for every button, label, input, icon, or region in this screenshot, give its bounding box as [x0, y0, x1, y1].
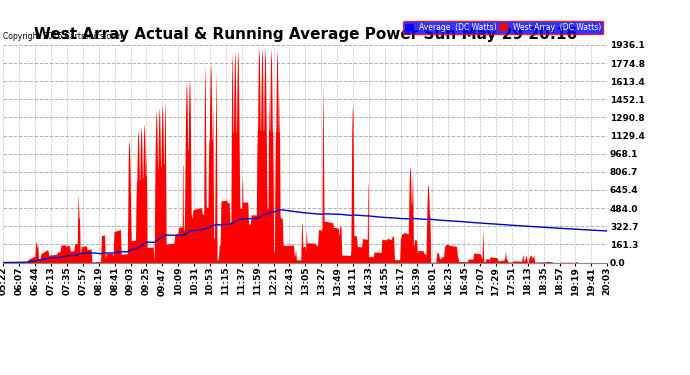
Title: West Array Actual & Running Average Power Sun May 29 20:16: West Array Actual & Running Average Powe… — [34, 27, 577, 42]
Legend: Average  (DC Watts), West Array  (DC Watts): Average (DC Watts), West Array (DC Watts… — [403, 21, 603, 34]
Text: Copyright 2016 Cartronics.com: Copyright 2016 Cartronics.com — [3, 32, 123, 40]
